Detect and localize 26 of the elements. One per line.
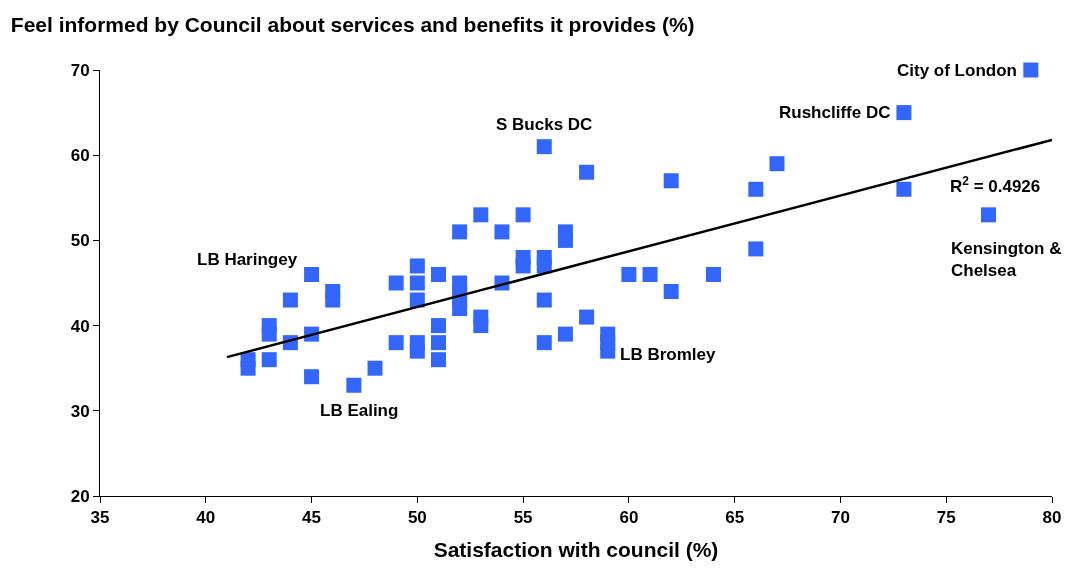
annotation: Kensington & Chelsea xyxy=(951,239,1062,281)
y-tick-label: 20 xyxy=(70,486,90,506)
x-tick-label: 40 xyxy=(196,508,216,528)
x-tick-label: 60 xyxy=(619,508,639,528)
x-tick-label: 75 xyxy=(936,508,956,528)
x-tick-label: 80 xyxy=(1042,508,1062,528)
x-tick-label: 50 xyxy=(407,508,427,528)
annotation: City of London xyxy=(897,61,1017,80)
y-tick-label: 50 xyxy=(70,231,90,251)
x-tick-label: 70 xyxy=(830,508,850,528)
x-tick-label: 35 xyxy=(90,508,110,528)
annotation: Rushcliffe DC xyxy=(779,103,891,122)
annotation: LB Haringey xyxy=(197,250,298,269)
y-tick-label: 40 xyxy=(70,316,90,336)
x-tick-label: 55 xyxy=(513,508,533,528)
annotation: LB Ealing xyxy=(320,401,399,420)
y-tick-label: 30 xyxy=(70,401,90,421)
annotation: LB Bromley xyxy=(620,345,716,364)
annotation: R$^{2}$ = 0.4926 xyxy=(950,174,1041,197)
chart-title: Feel informed by Council about services and benefits it provides (%) xyxy=(10,13,695,37)
x-axis-title: Satisfaction with council (%) xyxy=(433,537,719,561)
annotation: S Bucks DC xyxy=(496,115,593,134)
x-tick-label: 65 xyxy=(725,508,745,528)
x-tick-label: 45 xyxy=(302,508,322,528)
y-tick-label: 70 xyxy=(70,60,90,80)
y-tick-label: 60 xyxy=(70,146,90,166)
